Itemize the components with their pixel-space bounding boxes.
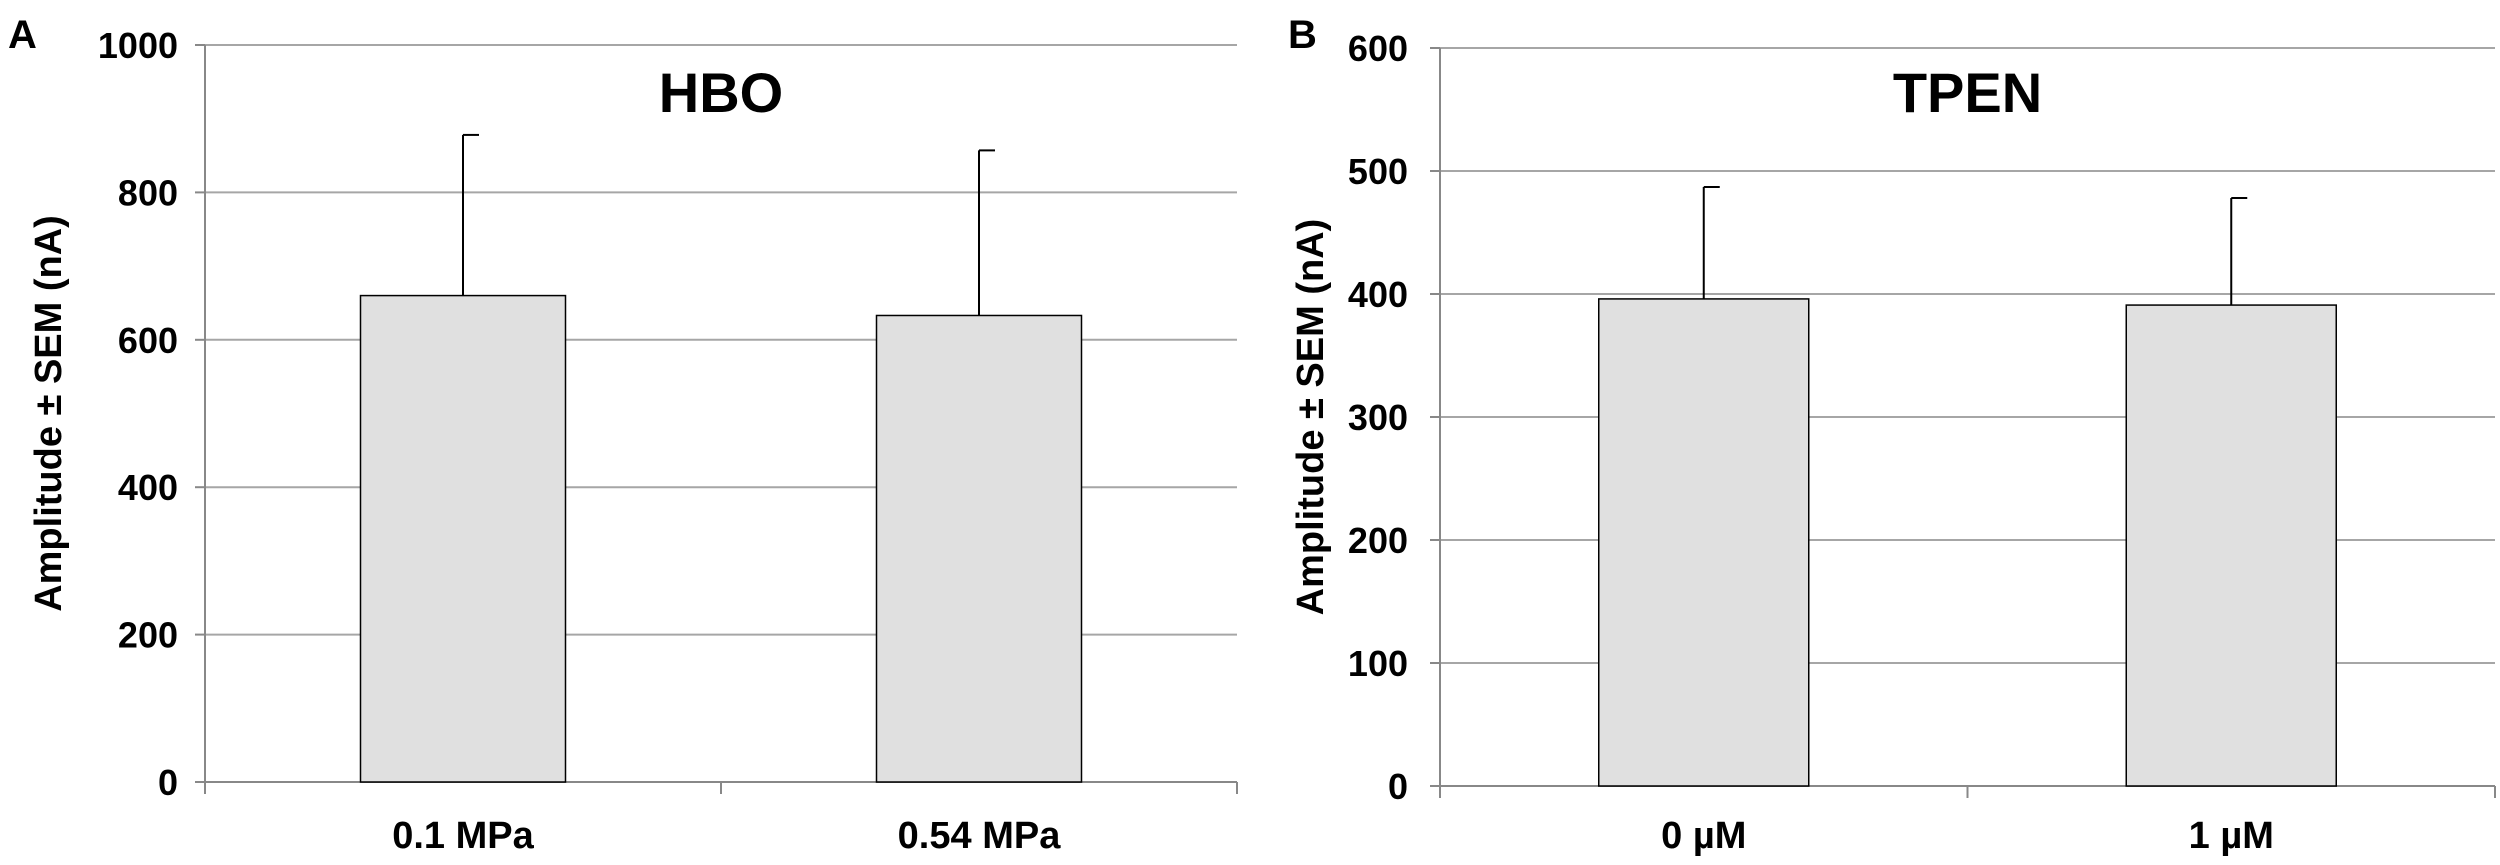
y-tick-label: 100 [1348,643,1408,684]
y-tick-label: 400 [118,467,178,508]
category-label: 1 µM [2189,815,2274,857]
y-tick-label: 0 [158,762,178,803]
y-axis-label: Amplitude ± SEM (nA) [1290,219,1332,616]
y-tick-label: 200 [1348,520,1408,561]
category-label: 0 µM [1661,815,1746,857]
y-axis-label: Amplitude ± SEM (nA) [28,215,70,612]
chart-title: HBO [659,61,783,124]
chart-panel-b: 0 100 200 300 400 500 600 0 µM 1 µM TPEN B Amplitud… [1288,13,2496,857]
bar [1598,298,1810,787]
bar [2125,304,2337,787]
y-tick-label: 300 [1348,397,1408,438]
bar [359,294,567,783]
category-label: 0.54 MPa [898,815,1062,857]
chart-panel-a: 0 200 400 600 800 1000 0.1 MPa 0.54 MPa HBO A Ampl… [8,13,1238,857]
y-tick-label: 800 [118,172,178,213]
y-tick-label: 500 [1348,151,1408,192]
y-tick-label: 400 [1348,274,1408,315]
chart-title: TPEN [1893,61,2042,124]
panel-label: A [8,13,37,57]
y-tick-label: 600 [1348,28,1408,69]
panel-label: B [1288,13,1317,57]
bar [875,314,1083,783]
y-tick-label: 1000 [98,25,178,66]
y-tick-label: 200 [118,615,178,656]
category-label: 0.1 MPa [392,815,534,857]
y-tick-label: 0 [1388,766,1408,807]
y-tick-label: 600 [118,320,178,361]
